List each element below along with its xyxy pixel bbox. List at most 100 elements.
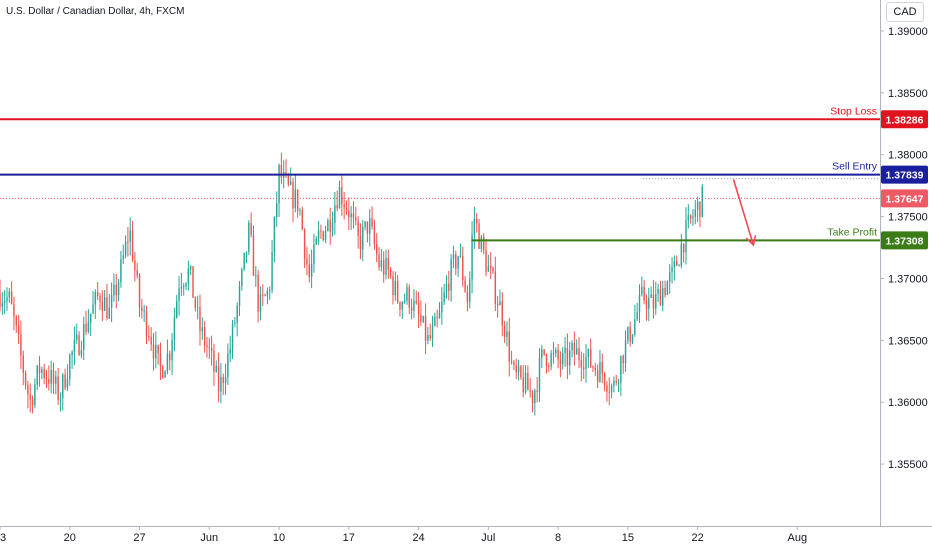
- candle-body: [166, 353, 169, 372]
- candle-body: [645, 300, 648, 309]
- candle-body: [480, 236, 483, 249]
- candle-body: [171, 339, 173, 361]
- candle-body: [608, 391, 610, 393]
- candle-body: [438, 312, 441, 319]
- candle-body: [666, 281, 669, 295]
- candle-body: [317, 230, 320, 239]
- candle-body: [320, 230, 322, 232]
- candle-body: [173, 317, 176, 340]
- down-arrow-shaft[interactable]: [732, 179, 755, 246]
- time-axis[interactable]: 13 20 27 Jun 10 17 24 Jul 8 15 22 Aug: [0, 526, 807, 544]
- candle-body: [315, 238, 317, 245]
- candle-body: [450, 258, 452, 291]
- candle-body: [385, 258, 387, 275]
- candle-body: [199, 307, 201, 332]
- candle-body: [685, 220, 687, 253]
- candle-body: [159, 353, 162, 367]
- stop-loss-price-tag: [881, 110, 928, 129]
- candle-body: [506, 331, 508, 337]
- current-price-tag: [881, 189, 928, 208]
- candle-body: [529, 390, 531, 392]
- stop-loss-price-tag-text: 1.38286: [886, 114, 924, 126]
- candle-body: [475, 219, 478, 224]
- time-tick-label: 22: [691, 532, 703, 544]
- candle-body: [176, 301, 178, 318]
- candle-body: [482, 236, 485, 251]
- candle-body: [15, 316, 17, 326]
- candle-body: [78, 334, 80, 355]
- candle-body: [336, 205, 338, 209]
- candle-body: [629, 327, 631, 342]
- currency-button[interactable]: CAD: [886, 2, 924, 22]
- candle-body: [687, 215, 690, 221]
- candle-body: [266, 290, 269, 296]
- candle-body: [403, 300, 406, 303]
- candle-body: [464, 280, 466, 292]
- candle-body: [310, 263, 313, 277]
- candle-body: [338, 186, 341, 209]
- candle-body: [566, 347, 569, 366]
- candle-body: [675, 261, 678, 266]
- candle-body: [106, 297, 108, 319]
- candle-body: [452, 254, 455, 259]
- candle-body: [413, 300, 415, 311]
- candle-body: [548, 365, 550, 367]
- candle-body: [434, 317, 436, 326]
- candle-body: [36, 365, 38, 385]
- candle-body: [469, 279, 471, 302]
- candle-body: [580, 359, 583, 368]
- candle-body: [82, 323, 85, 350]
- candle-body: [292, 181, 294, 209]
- candle-body: [99, 296, 101, 302]
- candle-body: [71, 352, 73, 356]
- candle-body: [559, 359, 562, 365]
- candle-body: [164, 371, 166, 378]
- candle-body: [599, 362, 601, 382]
- candle-body: [678, 265, 680, 267]
- candle-body: [122, 255, 124, 260]
- candle-body: [276, 203, 278, 218]
- candle-body: [357, 220, 359, 236]
- candle-body: [589, 349, 592, 367]
- candle-body: [517, 366, 520, 373]
- candle-body: [113, 284, 115, 296]
- candle-body: [657, 289, 659, 295]
- candle-body: [364, 221, 366, 227]
- time-tick-label: Aug: [787, 532, 807, 544]
- time-tick-label: 20: [64, 532, 76, 544]
- price-tick-label: 1.39000: [888, 26, 928, 38]
- candle-body: [269, 289, 271, 291]
- candle-body: [701, 186, 703, 218]
- candle-body: [387, 258, 390, 270]
- candle-body: [141, 307, 143, 311]
- time-tick-label: 17: [343, 532, 355, 544]
- candle-body: [45, 377, 48, 379]
- candle-body: [3, 301, 6, 303]
- candle-body: [459, 255, 462, 257]
- candle-body: [527, 373, 529, 391]
- candle-body: [50, 370, 52, 384]
- candle-body: [552, 353, 555, 355]
- candle-body: [473, 219, 476, 235]
- candle-body: [652, 294, 655, 309]
- time-tick-label: 27: [133, 532, 145, 544]
- price-axis[interactable]: 1.39000 1.38500 1.38000 1.37500 1.37000 1.365…: [880, 26, 928, 471]
- candle-body: [429, 335, 431, 339]
- candle-body: [401, 302, 404, 310]
- candle-body: [562, 352, 564, 365]
- candle-body: [103, 297, 106, 311]
- candle-body: [538, 357, 541, 392]
- candle-body: [301, 210, 304, 230]
- candle-body: [627, 327, 629, 341]
- candle-body: [431, 325, 434, 339]
- price-tags-group: 1.38286 1.37839 1.37308 1.37647: [881, 110, 928, 250]
- sell-entry-price-tag-text: 1.37839: [886, 170, 924, 182]
- candle-body: [699, 201, 701, 218]
- candle-body: [410, 307, 413, 311]
- candle-body: [508, 331, 510, 362]
- candle-body: [487, 265, 490, 272]
- candle-body: [29, 394, 31, 400]
- candle-body: [287, 175, 290, 185]
- price-tick-label: 1.36500: [888, 335, 928, 347]
